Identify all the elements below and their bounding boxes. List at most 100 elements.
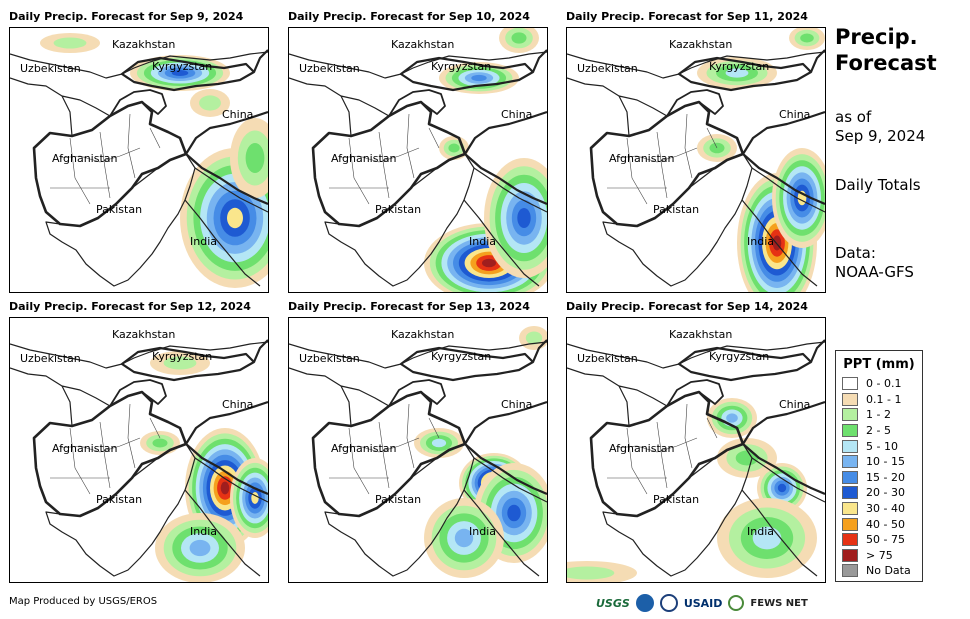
side-title-line2: Forecast xyxy=(835,51,937,75)
map-label-afghanistan: Afghanistan xyxy=(331,442,397,455)
precip-cell xyxy=(567,566,615,580)
country-borders xyxy=(567,339,825,577)
china-border xyxy=(742,49,825,206)
map-label-kazakhstan: Kazakhstan xyxy=(112,328,175,341)
china-border xyxy=(185,49,268,206)
data-source: NOAA-GFS xyxy=(835,263,914,281)
fews-net-logo: FEWS NET xyxy=(750,597,808,609)
map-label-pakistan: Pakistan xyxy=(375,203,421,216)
province-borders xyxy=(50,403,161,495)
taj-border xyxy=(109,89,167,117)
precip-field xyxy=(414,326,547,578)
province-borders xyxy=(607,113,718,205)
precip-cell xyxy=(511,32,527,44)
legend-swatch xyxy=(842,408,858,422)
legend-label: 1 - 2 xyxy=(866,408,891,422)
footer-credit: Map Produced by USGS/EROS xyxy=(9,596,158,607)
legend-item: > 75 xyxy=(836,548,922,564)
precip-cell xyxy=(448,143,460,153)
map-label-china: China xyxy=(779,108,810,121)
legend-item: 0.1 - 1 xyxy=(836,392,922,408)
map-label-uzbekistan: Uzbekistan xyxy=(20,352,81,365)
legend-swatch xyxy=(842,424,858,438)
country-borders xyxy=(10,339,268,577)
india-border xyxy=(463,457,547,577)
precip-cell xyxy=(189,539,211,557)
uzb-border xyxy=(289,77,390,137)
map-label-china: China xyxy=(222,398,253,411)
precip-cell xyxy=(163,356,197,370)
data-source-text: Data: NOAA-GFS xyxy=(835,244,914,282)
map-label-kyrgyzstan: Kyrgyzstan xyxy=(431,60,491,73)
legend-item: 1 - 2 xyxy=(836,407,922,423)
map-label-kyrgyzstan: Kyrgyzstan xyxy=(152,350,212,363)
precip-cell xyxy=(725,68,749,78)
legend-item: 0 - 0.1 xyxy=(836,376,922,392)
precip-cell xyxy=(482,258,496,268)
kaz-border xyxy=(289,51,547,79)
map-label-uzbekistan: Uzbekistan xyxy=(577,352,638,365)
map-panel: Kazakhstan Uzbekistan Kyrgyzstan China Afgha… xyxy=(9,27,269,293)
precip-cell xyxy=(471,74,487,82)
map-label-kazakhstan: Kazakhstan xyxy=(669,38,732,51)
precip-map-svg: Kazakhstan Uzbekistan Kyrgyzstan China Afgha… xyxy=(567,28,825,292)
legend-label: 10 - 15 xyxy=(866,455,905,469)
precip-map-svg: Kazakhstan Uzbekistan Kyrgyzstan China Afgha… xyxy=(10,33,268,288)
legend-label: 0.1 - 1 xyxy=(866,392,902,406)
taj-border xyxy=(388,379,446,407)
legend-item: 20 - 30 xyxy=(836,485,922,501)
precip-field xyxy=(40,33,268,288)
legend-swatch xyxy=(842,392,858,406)
china-border xyxy=(185,339,268,496)
usgs-logo: USGS xyxy=(596,596,630,610)
legend-label: 0 - 0.1 xyxy=(866,377,902,391)
india-border xyxy=(184,457,268,577)
map-label-uzbekistan: Uzbekistan xyxy=(20,62,81,75)
country-borders xyxy=(289,339,547,577)
as-of-line1: as of xyxy=(835,108,872,126)
map-label-india: India xyxy=(469,525,496,538)
precip-cell xyxy=(53,37,87,49)
precip-map-svg: Kazakhstan Uzbekistan Kyrgyzstan China Afgha… xyxy=(289,326,547,578)
precip-field xyxy=(140,351,268,582)
uzb-border xyxy=(289,367,390,427)
uzb-border xyxy=(567,367,668,427)
precip-cell xyxy=(507,504,521,522)
province-borders xyxy=(329,403,440,495)
as-of-text: as of Sep 9, 2024 xyxy=(835,108,925,146)
daily-totals-text: Daily Totals xyxy=(835,176,921,194)
legend-swatch xyxy=(842,439,858,453)
precip-cell xyxy=(726,413,738,423)
precip-map-svg: Kazakhstan Uzbekistan Kyrgyzstan China Afgha… xyxy=(289,28,547,292)
precip-cell xyxy=(800,33,814,43)
country-borders xyxy=(10,49,268,287)
kaz-border xyxy=(10,341,268,369)
china-border xyxy=(464,49,547,206)
side-title-line1: Precip. xyxy=(835,25,918,49)
legend-swatch xyxy=(842,548,858,562)
map-label-afghanistan: Afghanistan xyxy=(52,442,118,455)
map-label-india: India xyxy=(190,525,217,538)
precip-cell xyxy=(525,331,543,345)
legend-label: 15 - 20 xyxy=(866,470,905,484)
map-label-india: India xyxy=(747,235,774,248)
precip-cell xyxy=(752,526,782,550)
map-label-pakistan: Pakistan xyxy=(653,493,699,506)
panel-title-1: Daily Precip. Forecast for Sep 9, 2024 xyxy=(9,10,244,23)
map-label-uzbekistan: Uzbekistan xyxy=(299,62,360,75)
map-label-kyrgyzstan: Kyrgyzstan xyxy=(431,350,491,363)
uzb-border xyxy=(10,77,111,137)
map-label-kazakhstan: Kazakhstan xyxy=(112,38,175,51)
legend-swatch xyxy=(842,564,858,578)
precip-map-svg: Kazakhstan Uzbekistan Kyrgyzstan China Afgha… xyxy=(10,328,268,582)
map-label-uzbekistan: Uzbekistan xyxy=(577,62,638,75)
precip-cell xyxy=(227,207,243,229)
map-panel: Kazakhstan Uzbekistan Kyrgyzstan China Afgha… xyxy=(566,27,826,293)
map-label-pakistan: Pakistan xyxy=(375,493,421,506)
legend-item: 15 - 20 xyxy=(836,470,922,486)
map-label-india: India xyxy=(190,235,217,248)
uzb-border xyxy=(567,77,668,137)
legend-item: 5 - 10 xyxy=(836,438,922,454)
precip-cell xyxy=(220,481,230,495)
as-of-date: Sep 9, 2024 xyxy=(835,127,926,145)
